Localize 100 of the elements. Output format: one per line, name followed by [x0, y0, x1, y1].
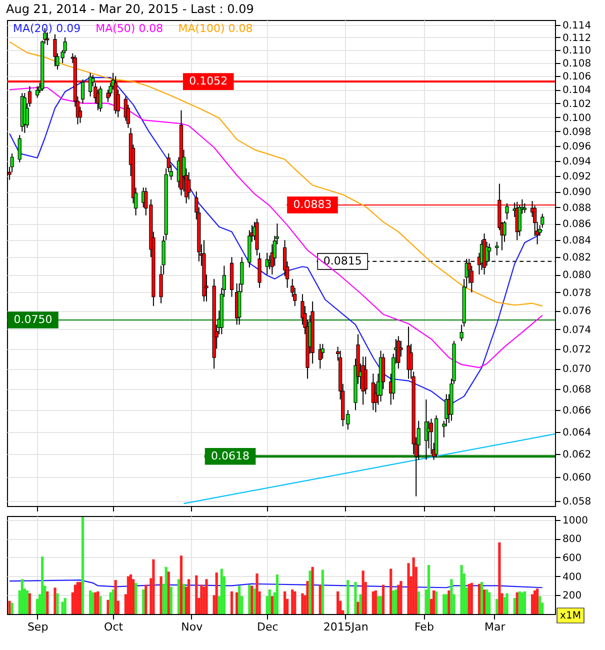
- y-tick-label: 0.096: [562, 142, 592, 153]
- y-tick-label: 0.090: [562, 187, 592, 198]
- bar: [248, 584, 251, 614]
- bar: [392, 590, 395, 614]
- bar: [394, 590, 398, 614]
- bar: [112, 590, 114, 614]
- bar: [256, 573, 258, 614]
- y-tick-label: 0.106: [562, 72, 592, 83]
- y-tick-label: 0.062: [562, 450, 592, 461]
- y-tick-label: 0.078: [562, 288, 592, 299]
- bar: [321, 570, 324, 614]
- bar: [94, 592, 97, 614]
- x-tick-label: Dec: [256, 620, 278, 634]
- y-tick-label: 0.068: [562, 384, 592, 396]
- line-series: [8, 41, 543, 307]
- y-tick-label: 0.108: [562, 58, 592, 70]
- bar: [54, 588, 56, 614]
- bar: [215, 572, 218, 614]
- bar: [74, 584, 76, 614]
- bar: [114, 580, 117, 614]
- bar: [372, 591, 374, 614]
- y-tick-label: 0.076: [562, 306, 592, 318]
- bar: [250, 586, 254, 614]
- candlestick: [187, 172, 191, 200]
- y-tick-label: 0.092: [562, 172, 592, 183]
- bar: [301, 593, 304, 614]
- bar: [417, 591, 420, 614]
- bar: [412, 557, 415, 614]
- y-tick-label: 0.104: [562, 85, 592, 96]
- bar: [382, 584, 385, 614]
- candlestick: [53, 34, 57, 67]
- bar: [354, 582, 357, 614]
- bar: [99, 596, 102, 614]
- y-tick-label: 1000: [562, 515, 588, 526]
- bar: [164, 566, 168, 614]
- bar: [513, 598, 516, 614]
- bar: [167, 572, 170, 614]
- x-tick-label: Feb: [414, 620, 434, 634]
- bar: [109, 592, 112, 614]
- y-tick-label: 200: [562, 590, 582, 602]
- bar: [427, 565, 430, 614]
- bar: [220, 568, 223, 614]
- bar: [81, 516, 84, 614]
- bar: [376, 596, 380, 614]
- bar: [64, 598, 66, 614]
- ref-line-label: 0.0618: [211, 449, 250, 462]
- y-tick-label: 0.066: [562, 406, 592, 417]
- bar: [407, 563, 410, 614]
- bar: [230, 591, 234, 614]
- bar: [56, 593, 59, 614]
- bar: [518, 591, 521, 614]
- bar: [498, 542, 501, 614]
- bar: [538, 596, 542, 614]
- bar: [142, 590, 145, 614]
- bar: [205, 579, 208, 614]
- text: MA(50) 0.08: [96, 22, 164, 35]
- bar: [126, 576, 130, 614]
- bar: [238, 586, 241, 614]
- y-tick-label: 0.060: [562, 472, 592, 484]
- y-tick-label: 0.058: [562, 496, 592, 508]
- bar: [516, 592, 518, 614]
- bar: [506, 593, 508, 614]
- bar: [20, 579, 24, 614]
- y-tick-label: 0.072: [562, 344, 592, 356]
- y-tick-label: 0.114: [562, 20, 592, 32]
- y-tick-label: 0.084: [562, 236, 592, 247]
- bar: [336, 591, 340, 614]
- bar: [442, 594, 446, 614]
- bar: [46, 591, 49, 614]
- bar: [28, 593, 32, 614]
- bar: [195, 575, 198, 614]
- bar: [89, 590, 92, 614]
- bar: [306, 581, 309, 614]
- y-tick-label: 0.112: [562, 32, 592, 44]
- bar: [536, 588, 539, 614]
- bar: [478, 584, 481, 614]
- y-tick-label: 800: [562, 534, 582, 546]
- ref-line-label: 0.0883: [293, 198, 332, 211]
- candlestick: [18, 134, 22, 163]
- text: MA(20) 0.09: [13, 22, 81, 35]
- bar: [318, 584, 322, 614]
- y-tick-label: 400: [562, 572, 582, 583]
- candlestick: [80, 79, 85, 104]
- chart-title: Aug 21, 2014 - Mar 20, 2015 - Last : 0.09: [6, 2, 254, 16]
- bar: [276, 574, 279, 614]
- bar: [92, 592, 94, 614]
- bar: [61, 602, 64, 614]
- bar: [106, 600, 110, 614]
- y-tick-label: 0.088: [562, 202, 592, 214]
- y-tick-label: 0.064: [562, 427, 592, 438]
- bar: [270, 596, 274, 614]
- x-tick-label: 2015Jan: [323, 620, 368, 634]
- y-tick-label: 0.074: [562, 324, 592, 336]
- candlestick: [495, 241, 499, 256]
- x-tick-label: Sep: [27, 620, 48, 634]
- bar: [152, 559, 155, 614]
- bar: [170, 586, 172, 614]
- bar: [291, 590, 294, 614]
- bar: [400, 581, 402, 614]
- y-tick-label: 0.070: [562, 364, 592, 376]
